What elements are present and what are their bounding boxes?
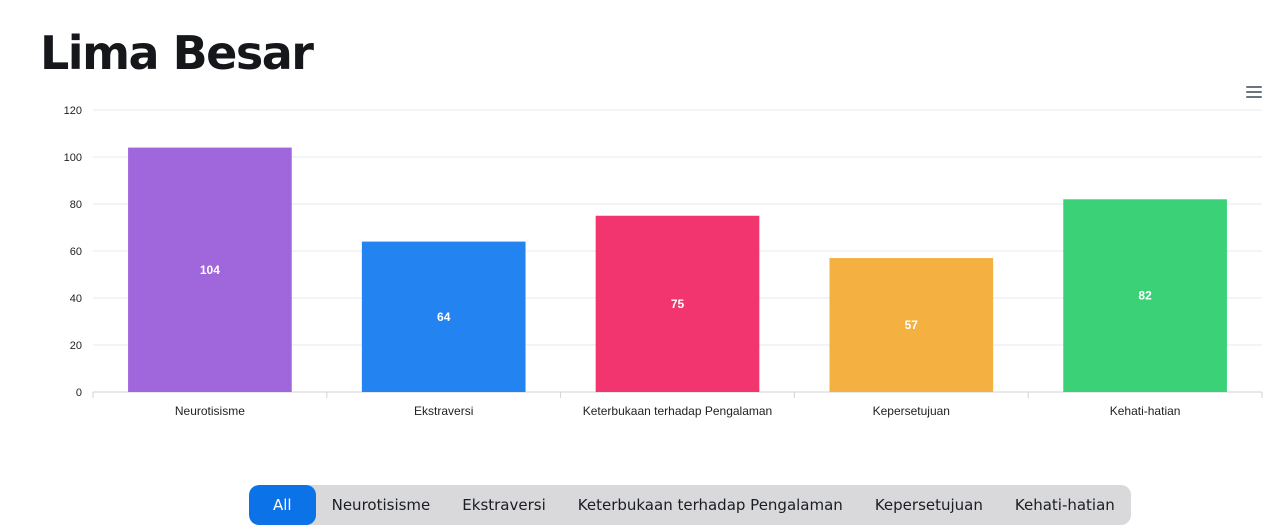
data-label: 104 <box>200 263 220 277</box>
bar <box>361 241 526 392</box>
y-tick-label: 60 <box>70 246 82 258</box>
y-tick-label: 100 <box>64 152 82 164</box>
y-tick-label: 80 <box>70 199 82 211</box>
filter-bar: All Neurotisisme Ekstraversi Keterbukaan… <box>249 485 1131 525</box>
hamburger-menu-icon[interactable] <box>1244 84 1264 100</box>
filter-button-all[interactable]: All <box>249 485 316 525</box>
bar <box>595 215 760 392</box>
y-tick-label: 0 <box>76 387 82 399</box>
x-tick-label: Ekstraversi <box>414 404 473 418</box>
x-tick-label: Kepersetujuan <box>873 404 950 418</box>
filter-button-keterbukaan[interactable]: Keterbukaan terhadap Pengalaman <box>577 496 843 514</box>
filter-button-kehati-hatian[interactable]: Kehati-hatian <box>1014 496 1115 514</box>
x-tick-label: Kehati-hatian <box>1110 404 1181 418</box>
data-label: 82 <box>1138 289 1152 303</box>
x-tick-label: Neurotisisme <box>175 404 245 418</box>
y-tick-label: 120 <box>64 105 82 117</box>
filter-button-ekstraversi[interactable]: Ekstraversi <box>462 496 546 514</box>
data-label: 75 <box>671 297 685 311</box>
y-tick-label: 40 <box>70 293 82 305</box>
bar <box>1063 199 1227 392</box>
bar <box>128 147 292 392</box>
page-title: Lima Besar <box>40 26 314 80</box>
y-tick-label: 20 <box>70 340 82 352</box>
data-label: 57 <box>905 318 919 332</box>
data-label: 64 <box>437 310 451 324</box>
x-tick-label: Keterbukaan terhadap Pengalaman <box>583 404 772 418</box>
bar-chart: 0 20 40 60 80 100 120 104 Neurotisisme 64 Ekstrave… <box>64 105 1263 418</box>
filter-button-neurotisisme[interactable]: Neurotisisme <box>331 496 431 514</box>
filter-button-kepersetujuan[interactable]: Kepersetujuan <box>874 496 983 514</box>
bar <box>829 258 994 392</box>
